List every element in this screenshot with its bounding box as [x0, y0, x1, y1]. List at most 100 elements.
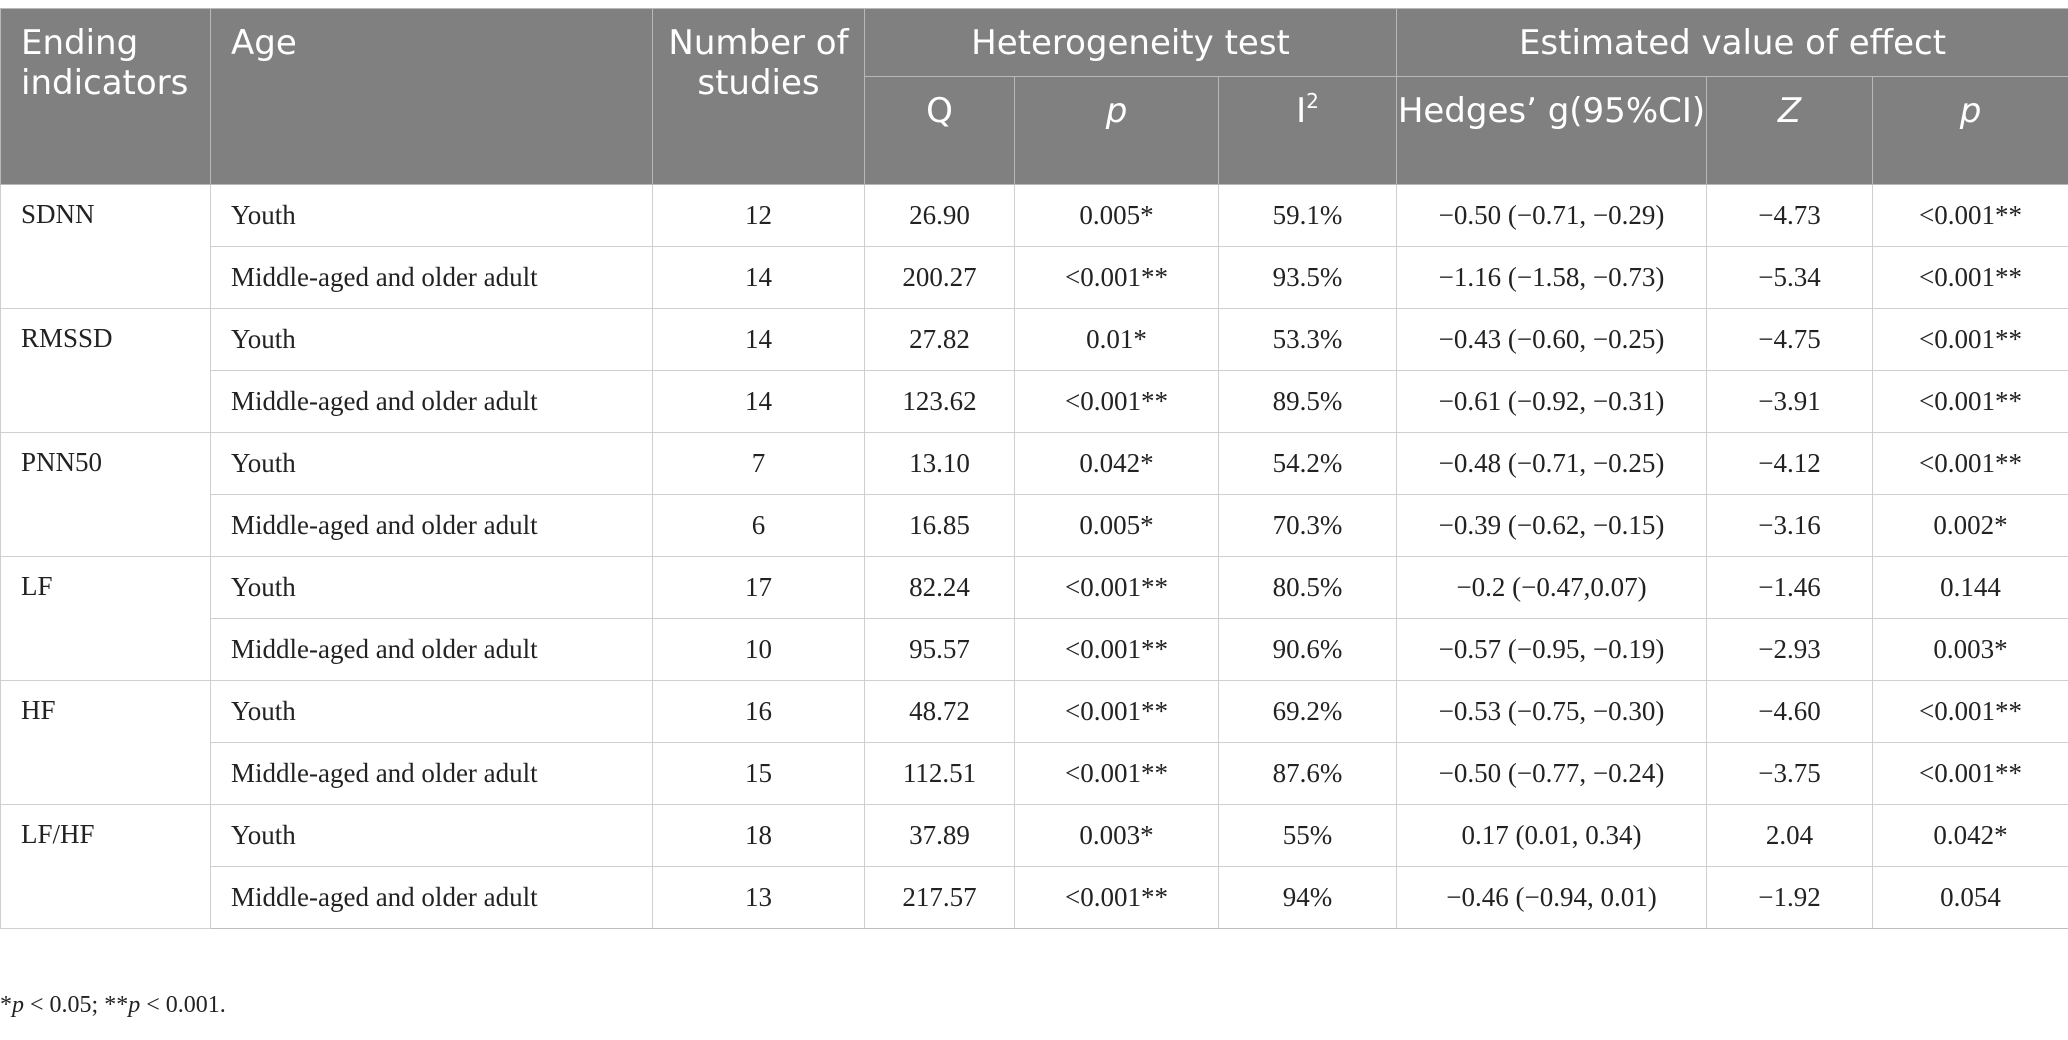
hedges-g-cell: −0.48 (−0.71, −0.25) — [1396, 432, 1707, 495]
p-value-cell: <0.001** — [1014, 246, 1219, 309]
hedges-g-cell: 0.17 (0.01, 0.34) — [1396, 804, 1707, 867]
number-of-studies-cell: 14 — [652, 308, 865, 371]
p-value-cell: <0.001** — [1014, 742, 1219, 805]
effect-p-value-cell: 0.042* — [1872, 804, 2068, 867]
i2-value-cell: 55% — [1218, 804, 1397, 867]
z-value-cell: −3.16 — [1706, 494, 1873, 557]
table-row: PNN50 Youth 7 13.10 0.042* 54.2% −0.48 (−0.71,… — [0, 432, 2068, 557]
hedges-g-cell: −0.61 (−0.92, −0.31) — [1396, 370, 1707, 433]
age-cell: Youth — [210, 432, 653, 495]
q-value-cell: 27.82 — [864, 308, 1015, 371]
number-of-studies-cell: 16 — [652, 680, 865, 743]
table-row: Middle-aged and older adult 10 95.57 <0.001… — [1, 618, 2068, 681]
age-cell: Youth — [210, 680, 653, 743]
age-cell: Youth — [210, 308, 653, 371]
p-value-cell: <0.001** — [1014, 680, 1219, 743]
table-row: LF Youth 17 82.24 <0.001** 80.5% −0.2 (−0.47,0… — [0, 556, 2068, 681]
z-value-cell: −2.93 — [1706, 618, 1873, 681]
age-cell: Youth — [210, 556, 653, 619]
p-value-cell: <0.001** — [1014, 370, 1219, 433]
table-row: Middle-aged and older adult 14 123.62 <0.00… — [1, 370, 2068, 433]
age-cell: Middle-aged and older adult — [210, 494, 653, 557]
i2-value-cell: 89.5% — [1218, 370, 1397, 433]
i2-value-cell: 80.5% — [1218, 556, 1397, 619]
header-number-of-studies: Number of studies — [652, 8, 865, 185]
p-value-cell: 0.01* — [1014, 308, 1219, 371]
footnote-p-b: p — [128, 992, 141, 1018]
age-cell: Middle-aged and older adult — [210, 370, 653, 433]
table-row: Middle-aged and older adult 6 16.85 0.005* 7… — [1, 494, 2068, 557]
effect-p-value-cell: <0.001** — [1872, 370, 2068, 433]
z-value-cell: −3.75 — [1706, 742, 1873, 805]
header-age: Age — [210, 8, 653, 185]
p-value-cell: <0.001** — [1014, 618, 1219, 681]
header-p: p — [1014, 76, 1219, 185]
header-heterogeneity-test: Heterogeneity test — [864, 8, 1397, 77]
header-estimated-value: Estimated value of effect — [1396, 8, 2068, 77]
number-of-studies-cell: 14 — [652, 370, 865, 433]
q-value-cell: 95.57 — [864, 618, 1015, 681]
indicator-cell: PNN50 — [0, 432, 211, 557]
table-row: Middle-aged and older adult 15 112.51 <0.00… — [1, 742, 2068, 805]
i2-value-cell: 87.6% — [1218, 742, 1397, 805]
header-i2-base: I — [1296, 91, 1307, 131]
q-value-cell: 217.57 — [864, 866, 1015, 929]
header-ending-indicators: Ending indicators — [0, 8, 211, 185]
q-value-cell: 13.10 — [864, 432, 1015, 495]
hedges-g-cell: −0.50 (−0.71, −0.29) — [1396, 184, 1707, 247]
indicator-cell: SDNN — [0, 184, 211, 309]
age-cell: Middle-aged and older adult — [210, 246, 653, 309]
z-value-cell: −3.91 — [1706, 370, 1873, 433]
number-of-studies-cell: 12 — [652, 184, 865, 247]
z-value-cell: −1.46 — [1706, 556, 1873, 619]
number-of-studies-cell: 18 — [652, 804, 865, 867]
z-value-cell: −4.12 — [1706, 432, 1873, 495]
header-z: Z — [1706, 76, 1873, 185]
p-value-cell: 0.005* — [1014, 494, 1219, 557]
q-value-cell: 37.89 — [864, 804, 1015, 867]
effect-p-value-cell: <0.001** — [1872, 680, 2068, 743]
header-hedges: Hedges’ g(95%CI) — [1396, 76, 1707, 185]
effect-p-value-cell: 0.144 — [1872, 556, 2068, 619]
z-value-cell: 2.04 — [1706, 804, 1873, 867]
p-value-cell: <0.001** — [1014, 866, 1219, 929]
i2-value-cell: 70.3% — [1218, 494, 1397, 557]
footnote-text-b: < 0.001. — [140, 992, 226, 1018]
z-value-cell: −4.60 — [1706, 680, 1873, 743]
effect-p-value-cell: 0.003* — [1872, 618, 2068, 681]
z-value-cell: −5.34 — [1706, 246, 1873, 309]
i2-value-cell: 69.2% — [1218, 680, 1397, 743]
q-value-cell: 16.85 — [864, 494, 1015, 557]
indicator-cell: RMSSD — [0, 308, 211, 433]
footnote-star: * — [0, 992, 12, 1018]
q-value-cell: 200.27 — [864, 246, 1015, 309]
table-row: LF/HF Youth 18 37.89 0.003* 55% 0.17 (0.01, 0.… — [0, 804, 2068, 929]
footnote-text-a: < 0.05; ** — [24, 992, 129, 1018]
hedges-g-cell: −1.16 (−1.58, −0.73) — [1396, 246, 1707, 309]
number-of-studies-cell: 14 — [652, 246, 865, 309]
i2-value-cell: 93.5% — [1218, 246, 1397, 309]
i2-value-cell: 53.3% — [1218, 308, 1397, 371]
q-value-cell: 112.51 — [864, 742, 1015, 805]
effect-p-value-cell: <0.001** — [1872, 246, 2068, 309]
indicator-cell: LF/HF — [0, 804, 211, 929]
q-value-cell: 26.90 — [864, 184, 1015, 247]
number-of-studies-cell: 13 — [652, 866, 865, 929]
table-header: Ending indicators Age Number of studies … — [0, 8, 2068, 185]
i2-value-cell: 94% — [1218, 866, 1397, 929]
number-of-studies-cell: 10 — [652, 618, 865, 681]
number-of-studies-cell: 15 — [652, 742, 865, 805]
age-cell: Youth — [210, 804, 653, 867]
i2-value-cell: 54.2% — [1218, 432, 1397, 495]
p-value-cell: 0.042* — [1014, 432, 1219, 495]
p-value-cell: <0.001** — [1014, 556, 1219, 619]
p-value-cell: 0.005* — [1014, 184, 1219, 247]
age-cell: Middle-aged and older adult — [210, 866, 653, 929]
effect-p-value-cell: <0.001** — [1872, 184, 2068, 247]
table-body: SDNN Youth 12 26.90 0.005* 59.1% −0.50 (−0.71,… — [0, 184, 2068, 929]
number-of-studies-cell: 17 — [652, 556, 865, 619]
age-cell: Youth — [210, 184, 653, 247]
indicator-cell: LF — [0, 556, 211, 681]
header-q: Q — [864, 76, 1015, 185]
table-row: HF Youth 16 48.72 <0.001** 69.2% −0.53 (−0.75,… — [0, 680, 2068, 805]
